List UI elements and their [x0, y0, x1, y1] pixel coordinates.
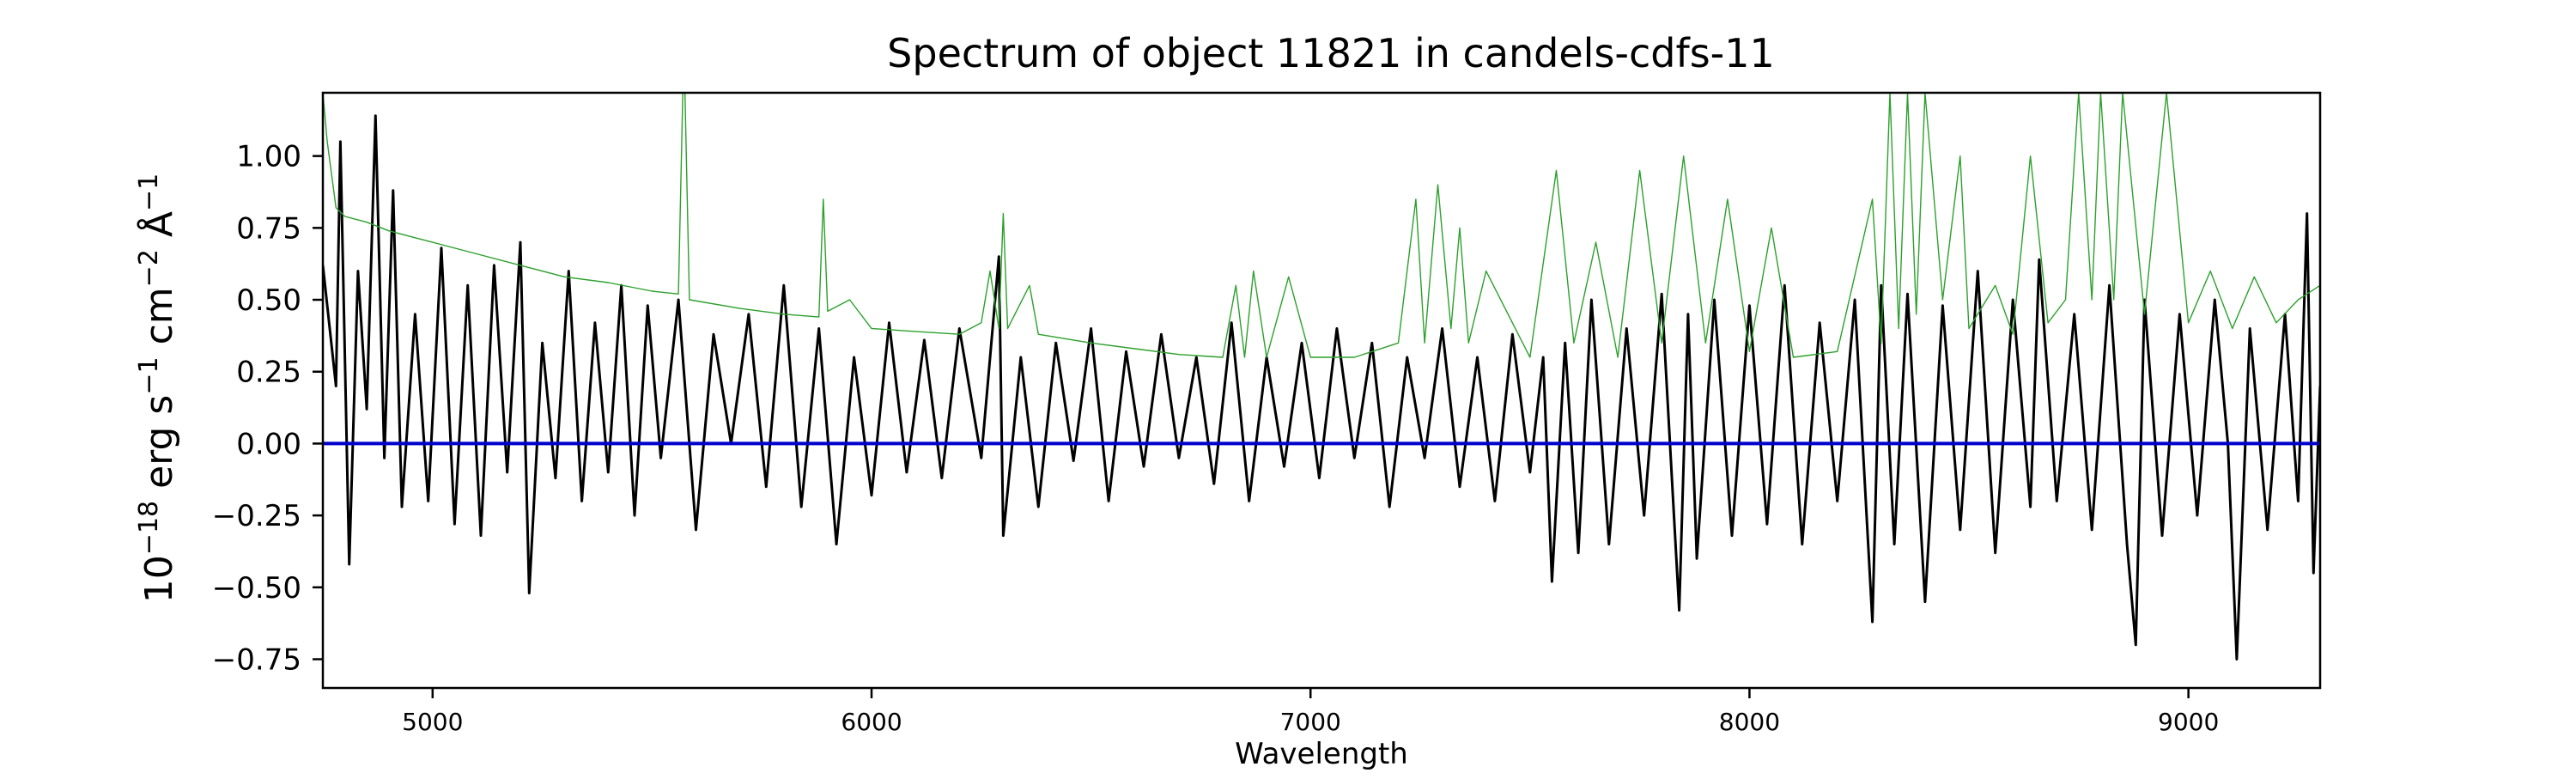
y-tick-label: 0.50	[236, 283, 301, 318]
series-model-line	[323, 93, 2320, 358]
y-label-unit1: erg s	[137, 395, 181, 501]
y-label-unit2-sup: −2	[134, 249, 164, 287]
y-tick-label: 0.25	[236, 356, 301, 390]
series-flux-line	[323, 114, 2320, 660]
plot-frame	[321, 91, 2322, 690]
x-tick-label: 8000	[1719, 708, 1780, 736]
x-tick-label: 5000	[402, 708, 463, 736]
y-label-unit3-sup: −1	[134, 173, 164, 211]
y-label-prefix-sup: −18	[134, 501, 164, 555]
y-tick-label: 0.75	[236, 211, 301, 246]
chart-title: Spectrum of object 11821 in candels-cdfs…	[887, 30, 1775, 76]
y-label-unit2: cm	[137, 287, 181, 356]
x-axis: 5000 6000 7000 8000 9000	[402, 688, 2219, 736]
y-tick-label: −0.25	[212, 499, 301, 533]
y-label-unit3: Å	[136, 211, 181, 249]
y-tick-label: −0.50	[212, 571, 301, 606]
y-tick-label: 0.00	[236, 427, 301, 461]
series-layer	[323, 93, 2320, 660]
plot-area	[323, 93, 2320, 660]
y-label-unit1-sup: −1	[134, 356, 164, 394]
x-axis-label: Wavelength	[1235, 737, 1408, 771]
y-tick-label: 1.00	[236, 140, 301, 174]
x-tick-label: 9000	[2158, 708, 2219, 736]
y-axis-label: 10−18 erg s−1 cm−2 Å−1	[134, 173, 182, 603]
x-tick-label: 6000	[841, 708, 902, 736]
y-label-prefix: 10	[137, 555, 181, 603]
y-tick-label: −0.75	[212, 643, 301, 678]
y-axis: 1.00 0.75 0.50 0.25 0.00 −0.25 −0.50 −0.75	[212, 140, 323, 678]
x-tick-label: 7000	[1280, 708, 1341, 736]
